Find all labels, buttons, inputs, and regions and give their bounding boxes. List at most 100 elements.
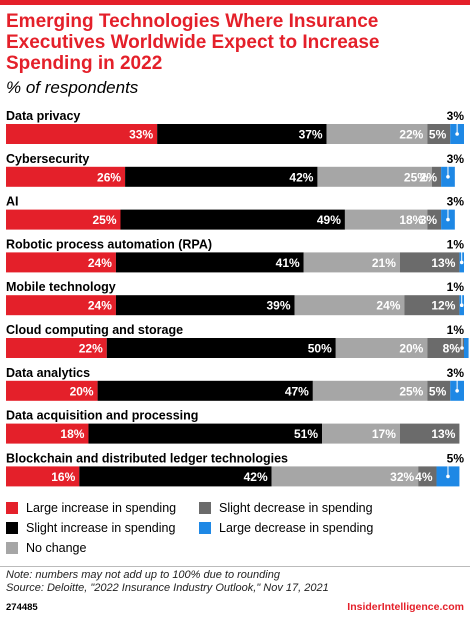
legend-swatch-slight-increase [6, 522, 18, 534]
leader-dot [446, 217, 450, 222]
category-label: Blockchain and distributed ledger techno… [6, 451, 288, 465]
bar-segment-large-increase-in-spending [6, 380, 98, 401]
bar-segment-no-change [326, 124, 428, 144]
leader-dot [459, 260, 464, 265]
bar-segment-no-change [322, 423, 400, 444]
data-label: 5% [447, 451, 465, 465]
legend-label-large-decrease: Large decrease in spending [219, 521, 374, 535]
data-label: 24% [88, 256, 112, 270]
data-label: 3% [447, 109, 465, 123]
data-label: 20% [399, 342, 423, 356]
data-label: 37% [299, 128, 323, 142]
legend-swatch-large-increase [6, 502, 18, 514]
bar-segment-slight-increase-in-spending [157, 124, 327, 144]
bar-segment-large-increase-in-spending [6, 338, 107, 358]
data-label: 16% [51, 470, 75, 484]
data-label: 26% [97, 170, 121, 184]
data-label: 18% [60, 427, 84, 441]
data-label: 49% [317, 213, 341, 227]
legend-label-no-change: No change [26, 541, 87, 555]
leader-dot [455, 132, 459, 136]
bar-segment-slight-decrease-in-spending [427, 338, 464, 358]
bar-segment-no-change [335, 338, 428, 358]
data-label: 42% [289, 170, 313, 184]
bar-segment-no-change [312, 380, 428, 401]
bar-segment-slight-decrease-in-spending [427, 124, 451, 144]
bar-segment-slight-increase-in-spending [88, 423, 323, 444]
data-label: 42% [244, 470, 268, 484]
category-label: Data privacy [6, 109, 80, 123]
bar-segment-no-change [271, 466, 419, 487]
legend-label-large-increase: Large increase in spending [26, 501, 177, 515]
top-accent-bar [0, 0, 470, 5]
data-label: 25% [399, 384, 423, 398]
data-label: 17% [372, 427, 396, 441]
bar-segment-no-change [294, 295, 405, 316]
legend-item-slight-increase: Slight increase in spending [6, 521, 175, 535]
data-label: 25% [404, 170, 428, 184]
category-label: Cybersecurity [6, 152, 89, 166]
data-label: 13% [431, 427, 455, 441]
bar-segment-large-increase-in-spending [6, 423, 89, 444]
note-text: Note: numbers may not add up to 100% due… [6, 569, 280, 581]
legend-label-slight-increase: Slight increase in spending [26, 521, 176, 535]
bar-segment-slight-decrease-in-spending [399, 252, 460, 273]
chart-legend: Large increase in spending Slight decrea… [6, 498, 466, 560]
footnote-divider [0, 566, 470, 567]
category-label: Cloud computing and storage [6, 323, 183, 337]
legend-swatch-no-change [6, 542, 18, 554]
data-label: 18% [399, 213, 423, 227]
bar-segment-slight-decrease-in-spending [404, 295, 460, 316]
data-label: 3% [447, 152, 465, 166]
bar-segment-slight-increase-in-spending [115, 252, 304, 273]
data-label: 20% [70, 384, 94, 398]
leader-dot [460, 346, 464, 350]
category-label: Data acquisition and processing [6, 409, 198, 423]
leader-dot [459, 303, 464, 308]
bar-segment-large-increase-in-spending [6, 124, 158, 144]
legend-item-slight-decrease: Slight decrease in spending [199, 501, 373, 515]
data-label: 1% [447, 237, 465, 251]
leader-dot [455, 389, 459, 393]
leader-dot [446, 474, 450, 479]
legend-item-large-increase: Large increase in spending [6, 501, 176, 515]
data-label: 41% [276, 256, 300, 270]
legend-label-slight-decrease: Slight decrease in spending [219, 501, 373, 515]
bar-segment-no-change [317, 166, 432, 187]
bar-segment-slight-increase-in-spending [106, 338, 336, 358]
legend-swatch-slight-decrease [199, 502, 211, 514]
data-label: 4% [415, 470, 433, 484]
data-label: 32% [390, 470, 414, 484]
category-label: Data analytics [6, 366, 90, 380]
bar-segment-slight-decrease-in-spending [427, 209, 442, 230]
bar-segment-large-decrease-in-spending [464, 338, 469, 358]
bar-segment-slight-decrease-in-spending [431, 166, 442, 187]
legend-swatch-large-decrease [199, 522, 211, 534]
leader-dot [446, 175, 450, 179]
data-label: 1% [447, 280, 465, 294]
data-label: 1% [447, 323, 465, 337]
data-label: 3% [420, 213, 438, 227]
category-label: Mobile technology [6, 280, 116, 294]
bar-segment-slight-decrease-in-spending [418, 466, 437, 487]
source-text: Source: Deloitte, "2022 Insurance Indust… [6, 582, 329, 594]
bar-segment-slight-increase-in-spending [79, 466, 272, 487]
data-label: 47% [285, 384, 309, 398]
data-label: 22% [79, 342, 103, 356]
data-label: 3% [447, 195, 465, 209]
bar-segment-no-change [303, 252, 400, 273]
bar-segment-large-increase-in-spending [6, 252, 116, 273]
chart-title: Emerging Technologies Where Insurance Ex… [6, 11, 380, 74]
bar-segment-no-change [344, 209, 428, 230]
data-label: 51% [294, 427, 318, 441]
bar-segment-slight-increase-in-spending [97, 380, 313, 401]
bar-segment-large-increase-in-spending [6, 295, 116, 316]
category-label: Robotic process automation (RPA) [6, 237, 212, 251]
legend-item-no-change: No change [6, 541, 86, 555]
data-label: 50% [308, 342, 332, 356]
data-label: 3% [447, 366, 465, 380]
data-label: 22% [399, 128, 423, 142]
data-label: 5% [429, 384, 447, 398]
chart-id: 274485 [6, 602, 38, 613]
